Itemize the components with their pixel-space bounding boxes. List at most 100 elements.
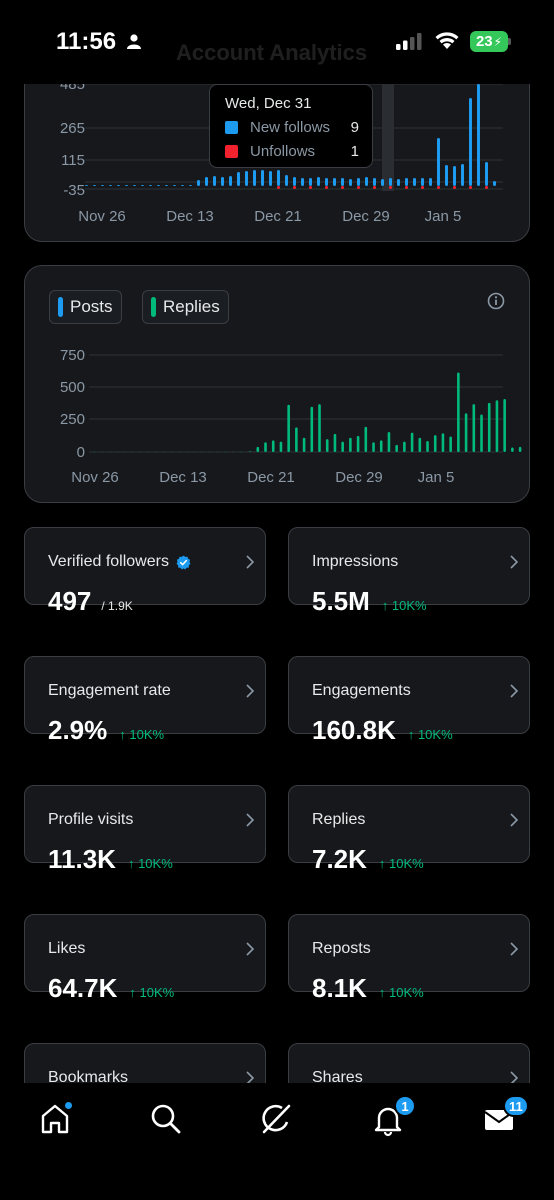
unfollows-bar — [373, 186, 376, 189]
tab-grok[interactable] — [258, 1101, 298, 1141]
stat-card-replies[interactable]: Replies 7.2K ↑ 10K% — [288, 785, 530, 874]
stat-sub: / 1.9K — [101, 599, 133, 613]
chevron-right-icon — [246, 1071, 255, 1085]
stat-value-row: 64.7K ↑ 10K% — [48, 973, 174, 1004]
new-follows-bar — [373, 178, 376, 186]
notifications-icon — [374, 1107, 402, 1137]
new-follows-bar — [93, 185, 96, 186]
new-follows-bar — [101, 185, 104, 186]
x-tick-label: Dec 13 — [159, 469, 207, 486]
verified-badge-icon — [176, 555, 191, 569]
unfollows-bar — [357, 186, 360, 189]
replies-bar — [318, 404, 321, 452]
replies-bar — [487, 402, 491, 452]
stat-value: 5.5M — [312, 586, 370, 616]
replies-bar — [349, 437, 352, 452]
stat-delta: ↑ 10K% — [129, 985, 175, 1000]
stat-label: Likes — [48, 940, 86, 957]
tab-home[interactable] — [37, 1101, 77, 1141]
y-tick-label: -35 — [63, 182, 85, 199]
new-follows-bar — [485, 162, 488, 186]
new-follows-bar — [421, 178, 424, 186]
replies-bar — [295, 427, 298, 452]
chevron-right-icon — [246, 942, 255, 956]
replies-bar — [177, 451, 181, 452]
replies-bar — [208, 451, 212, 452]
stat-card-profile-visits[interactable]: Profile visits 11.3K ↑ 10K% — [24, 785, 266, 874]
wifi-icon — [435, 32, 459, 49]
y-tick-label: 265 — [60, 120, 85, 137]
replies-bar — [264, 442, 267, 452]
new-follows-bar — [141, 185, 144, 186]
stat-value-row: 160.8K ↑ 10K% — [312, 715, 453, 746]
new-follows-bar — [325, 178, 328, 186]
new-follows-bar — [445, 165, 448, 186]
stat-delta: ↑ 10K% — [407, 727, 453, 742]
battery-level: 23 — [475, 33, 493, 50]
new-follows-bar — [229, 176, 232, 186]
new-follows-bar — [317, 177, 320, 186]
info-icon[interactable] — [487, 292, 505, 310]
legend-label: Replies — [163, 297, 220, 316]
new-follows-bar — [197, 180, 200, 186]
tab-messages[interactable]: 11 — [481, 1095, 529, 1141]
stat-card-impressions[interactable]: Impressions 5.5M ↑ 10K% — [288, 527, 530, 616]
replies-bar — [433, 435, 437, 452]
replies-bar — [441, 433, 445, 452]
y-tick-label: 750 — [60, 347, 85, 364]
new-follows-bar — [293, 177, 296, 186]
new-follows-bar — [437, 138, 440, 186]
stat-card-reposts[interactable]: Reposts 8.1K ↑ 10K% — [288, 914, 530, 1003]
chevron-right-icon — [510, 1071, 519, 1085]
new-follows-bar — [357, 178, 360, 186]
stat-label: Bookmarks — [48, 1069, 129, 1086]
unfollows-swatch — [225, 145, 238, 158]
replies-bar — [464, 413, 468, 452]
unfollows-bar — [485, 186, 488, 189]
unfollows-bar — [437, 186, 440, 189]
stat-value-row: 2.9% ↑ 10K% — [48, 715, 164, 746]
chevron-right-icon — [510, 942, 519, 956]
home-icon — [41, 1104, 69, 1134]
replies-bar — [426, 441, 429, 452]
stat-label: Impressions — [312, 553, 399, 570]
stat-card-engagements[interactable]: Engagements 160.8K ↑ 10K% — [288, 656, 530, 745]
stat-value-row: 8.1K ↑ 10K% — [312, 973, 424, 1004]
unfollows-bar — [421, 186, 424, 189]
stat-card-verified-followers[interactable]: Verified followers 497 / 1.9K — [24, 527, 266, 616]
tab-search[interactable] — [148, 1101, 188, 1141]
new-follows-bar — [397, 179, 400, 186]
legend-replies[interactable]: Replies — [142, 290, 229, 324]
new-follows-bar — [237, 172, 240, 186]
stat-label: Engagement rate — [48, 682, 171, 699]
battery-tip — [508, 38, 511, 45]
stat-value: 8.1K — [312, 973, 367, 1003]
new-follows-bar — [269, 171, 272, 186]
status-bar: Account Analytics 11:56 23 ⚡ — [0, 0, 554, 84]
legend-posts[interactable]: Posts — [49, 290, 122, 324]
stat-card-engagement-rate[interactable]: Engagement rate 2.9% ↑ 10K% — [24, 656, 266, 745]
replies-bar — [139, 451, 142, 452]
stat-value-row: 7.2K ↑ 10K% — [312, 844, 424, 875]
new-follows-bar — [149, 185, 152, 186]
stat-value-row: 11.3K ↑ 10K% — [48, 844, 173, 875]
new-follows-bar — [157, 185, 160, 186]
new-follows-bar — [173, 185, 176, 186]
tooltip-label: Unfollows — [250, 143, 316, 160]
new-follows-bar — [365, 177, 368, 186]
replies-bar — [147, 451, 150, 452]
new-follows-bar — [341, 178, 344, 186]
replies-bar — [356, 435, 360, 452]
stat-label: Replies — [312, 811, 366, 828]
unfollows-bar — [469, 186, 472, 189]
posts-replies-chart-card: Posts Replies 750 500 250 0 Nov 26 Dec 1… — [24, 265, 530, 503]
page-title: Account Analytics — [176, 40, 368, 65]
tab-notifications[interactable]: 1 — [370, 1095, 416, 1141]
replies-bar — [248, 451, 252, 452]
stat-value: 11.3K — [48, 844, 116, 874]
person-icon — [127, 34, 141, 49]
new-follows-bar — [429, 178, 432, 186]
new-follows-bar — [117, 185, 120, 186]
tooltip-title: Wed, Dec 31 — [225, 95, 312, 112]
stat-card-likes[interactable]: Likes 64.7K ↑ 10K% — [24, 914, 266, 1003]
